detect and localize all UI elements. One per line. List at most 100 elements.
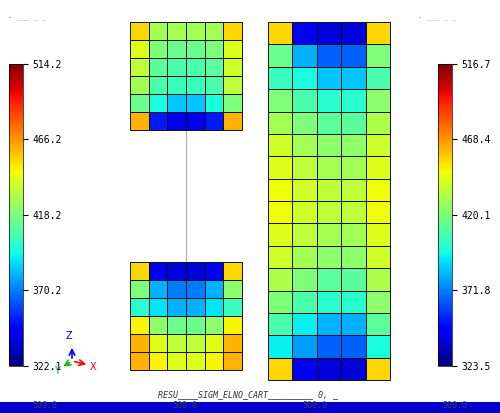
Bar bbox=[0, 402, 500, 413]
Bar bbox=[292, 268, 317, 290]
Text: Z: Z bbox=[66, 331, 72, 341]
Bar bbox=[366, 112, 390, 134]
Bar bbox=[268, 201, 292, 223]
Bar bbox=[366, 335, 390, 358]
Bar bbox=[224, 40, 242, 58]
Bar bbox=[224, 334, 242, 352]
Bar bbox=[268, 112, 292, 134]
Bar bbox=[186, 76, 204, 94]
Bar bbox=[224, 352, 242, 370]
Bar bbox=[268, 156, 292, 179]
Bar bbox=[317, 89, 341, 112]
Bar bbox=[148, 316, 168, 334]
Bar bbox=[317, 67, 341, 89]
Bar bbox=[292, 201, 317, 223]
Bar bbox=[292, 223, 317, 246]
Bar bbox=[186, 298, 204, 316]
Bar bbox=[186, 40, 204, 58]
Bar bbox=[204, 316, 224, 334]
Text: Y: Y bbox=[54, 366, 60, 376]
Bar bbox=[148, 22, 168, 40]
Bar bbox=[204, 76, 224, 94]
Bar bbox=[186, 316, 204, 334]
Bar bbox=[317, 268, 341, 290]
Bar bbox=[292, 246, 317, 268]
Bar bbox=[168, 112, 186, 130]
Bar bbox=[341, 156, 365, 179]
Bar bbox=[204, 112, 224, 130]
Bar bbox=[341, 179, 365, 201]
Bar bbox=[341, 89, 365, 112]
Bar bbox=[224, 58, 242, 76]
Bar bbox=[366, 89, 390, 112]
Bar bbox=[268, 223, 292, 246]
Bar bbox=[366, 290, 390, 313]
Bar bbox=[341, 22, 365, 44]
Bar bbox=[366, 44, 390, 67]
Bar bbox=[366, 134, 390, 156]
Text: - ___ _ _: - ___ _ _ bbox=[8, 15, 46, 21]
Bar bbox=[317, 290, 341, 313]
Bar bbox=[148, 76, 168, 94]
Bar bbox=[148, 58, 168, 76]
Bar bbox=[341, 335, 365, 358]
Bar bbox=[317, 112, 341, 134]
Bar bbox=[292, 89, 317, 112]
Bar bbox=[148, 352, 168, 370]
Bar bbox=[168, 58, 186, 76]
Bar bbox=[317, 335, 341, 358]
Bar bbox=[268, 44, 292, 67]
Bar bbox=[130, 280, 148, 298]
Bar bbox=[130, 94, 148, 112]
Bar bbox=[292, 22, 317, 44]
Bar bbox=[148, 112, 168, 130]
Bar bbox=[292, 134, 317, 156]
Bar bbox=[317, 313, 341, 335]
Text: 500.0: 500.0 bbox=[32, 401, 58, 411]
Bar bbox=[268, 22, 292, 44]
Bar bbox=[292, 313, 317, 335]
Bar bbox=[366, 246, 390, 268]
Bar bbox=[317, 358, 341, 380]
Text: RESU____SIGM_ELNO_CART_________ 0, _: RESU____SIGM_ELNO_CART_________ 0, _ bbox=[158, 391, 338, 399]
Bar bbox=[268, 179, 292, 201]
Bar bbox=[168, 76, 186, 94]
Bar bbox=[341, 246, 365, 268]
Bar bbox=[268, 268, 292, 290]
Bar bbox=[268, 313, 292, 335]
Bar bbox=[130, 316, 148, 334]
Bar bbox=[268, 67, 292, 89]
Bar bbox=[130, 22, 148, 40]
Bar bbox=[204, 298, 224, 316]
Bar bbox=[168, 316, 186, 334]
Bar bbox=[341, 201, 365, 223]
Bar bbox=[204, 94, 224, 112]
Bar bbox=[204, 334, 224, 352]
Text: 500.0: 500.0 bbox=[302, 401, 328, 411]
Bar bbox=[317, 156, 341, 179]
Bar bbox=[186, 22, 204, 40]
Bar bbox=[317, 22, 341, 44]
Bar bbox=[292, 335, 317, 358]
Bar bbox=[148, 298, 168, 316]
Bar bbox=[366, 358, 390, 380]
Bar bbox=[268, 290, 292, 313]
Bar bbox=[292, 290, 317, 313]
Bar bbox=[168, 94, 186, 112]
Bar bbox=[292, 67, 317, 89]
Bar bbox=[130, 334, 148, 352]
Bar bbox=[186, 334, 204, 352]
Bar bbox=[268, 335, 292, 358]
Bar bbox=[366, 201, 390, 223]
Bar bbox=[292, 156, 317, 179]
Bar bbox=[168, 280, 186, 298]
Bar bbox=[148, 262, 168, 280]
Bar bbox=[168, 352, 186, 370]
Bar bbox=[148, 40, 168, 58]
Bar bbox=[366, 67, 390, 89]
Bar bbox=[224, 316, 242, 334]
Bar bbox=[292, 358, 317, 380]
Bar bbox=[317, 179, 341, 201]
Bar bbox=[130, 298, 148, 316]
Bar bbox=[292, 44, 317, 67]
